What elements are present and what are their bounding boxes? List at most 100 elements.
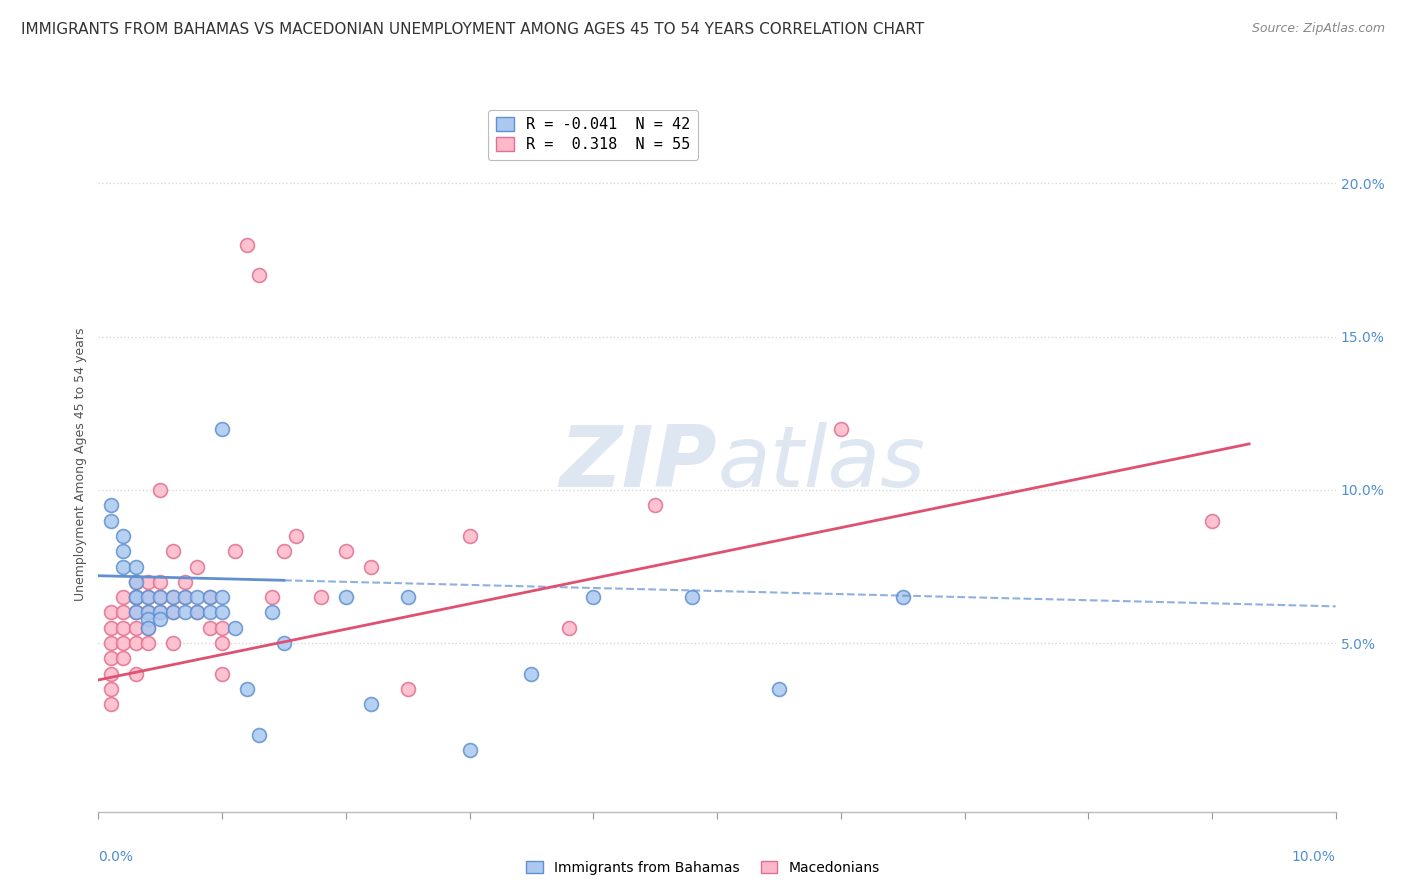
Point xyxy=(162,590,184,604)
Point xyxy=(174,590,197,604)
Point xyxy=(335,544,357,558)
Point xyxy=(1201,514,1223,528)
Point xyxy=(100,514,122,528)
Text: Source: ZipAtlas.com: Source: ZipAtlas.com xyxy=(1251,22,1385,36)
Point xyxy=(174,590,197,604)
Point xyxy=(100,682,122,697)
Point xyxy=(174,606,197,620)
Point xyxy=(124,574,146,589)
Point xyxy=(162,606,184,620)
Point xyxy=(273,636,295,650)
Point xyxy=(100,606,122,620)
Point xyxy=(112,621,135,635)
Point xyxy=(136,612,159,626)
Point xyxy=(186,606,208,620)
Point xyxy=(100,651,122,665)
Point xyxy=(681,590,703,604)
Point xyxy=(149,606,172,620)
Point xyxy=(211,666,233,681)
Point xyxy=(186,606,208,620)
Point xyxy=(211,636,233,650)
Point xyxy=(136,590,159,604)
Point xyxy=(136,636,159,650)
Point xyxy=(396,682,419,697)
Point xyxy=(100,636,122,650)
Point xyxy=(247,728,270,742)
Point xyxy=(100,666,122,681)
Point xyxy=(149,606,172,620)
Point xyxy=(149,574,172,589)
Point xyxy=(124,606,146,620)
Text: ZIP: ZIP xyxy=(560,422,717,506)
Point xyxy=(124,559,146,574)
Point xyxy=(136,606,159,620)
Point xyxy=(112,636,135,650)
Point xyxy=(360,559,382,574)
Point xyxy=(360,698,382,712)
Point xyxy=(162,606,184,620)
Point xyxy=(520,666,543,681)
Point xyxy=(768,682,790,697)
Point xyxy=(162,590,184,604)
Y-axis label: Unemployment Among Ages 45 to 54 years: Unemployment Among Ages 45 to 54 years xyxy=(75,327,87,600)
Point xyxy=(396,590,419,604)
Point xyxy=(335,590,357,604)
Point xyxy=(124,636,146,650)
Point xyxy=(124,606,146,620)
Point xyxy=(112,590,135,604)
Point xyxy=(186,590,208,604)
Legend: Immigrants from Bahamas, Macedonians: Immigrants from Bahamas, Macedonians xyxy=(520,855,886,880)
Point xyxy=(124,666,146,681)
Point xyxy=(273,544,295,558)
Point xyxy=(124,590,146,604)
Point xyxy=(136,621,159,635)
Point xyxy=(136,606,159,620)
Point xyxy=(224,544,246,558)
Point xyxy=(198,590,221,604)
Legend: R = -0.041  N = 42, R =  0.318  N = 55: R = -0.041 N = 42, R = 0.318 N = 55 xyxy=(488,110,699,160)
Point xyxy=(162,636,184,650)
Text: atlas: atlas xyxy=(717,422,925,506)
Point xyxy=(557,621,579,635)
Point xyxy=(112,606,135,620)
Point xyxy=(162,544,184,558)
Point xyxy=(112,529,135,543)
Point xyxy=(124,590,146,604)
Point xyxy=(112,559,135,574)
Point xyxy=(309,590,332,604)
Point xyxy=(644,498,666,512)
Text: 10.0%: 10.0% xyxy=(1292,850,1336,864)
Point xyxy=(124,574,146,589)
Point xyxy=(174,574,197,589)
Point xyxy=(891,590,914,604)
Point xyxy=(236,682,259,697)
Point xyxy=(100,498,122,512)
Text: IMMIGRANTS FROM BAHAMAS VS MACEDONIAN UNEMPLOYMENT AMONG AGES 45 TO 54 YEARS COR: IMMIGRANTS FROM BAHAMAS VS MACEDONIAN UN… xyxy=(21,22,924,37)
Point xyxy=(124,590,146,604)
Text: 0.0%: 0.0% xyxy=(98,850,134,864)
Point xyxy=(260,606,283,620)
Point xyxy=(149,483,172,497)
Point xyxy=(112,651,135,665)
Point xyxy=(136,621,159,635)
Point xyxy=(236,237,259,252)
Point xyxy=(136,590,159,604)
Point xyxy=(149,590,172,604)
Point xyxy=(112,544,135,558)
Point xyxy=(100,698,122,712)
Point xyxy=(136,574,159,589)
Point xyxy=(260,590,283,604)
Point xyxy=(211,421,233,435)
Point xyxy=(211,590,233,604)
Point xyxy=(149,590,172,604)
Point xyxy=(458,743,481,757)
Point xyxy=(830,421,852,435)
Point xyxy=(247,268,270,283)
Point xyxy=(458,529,481,543)
Point xyxy=(211,621,233,635)
Point xyxy=(198,606,221,620)
Point xyxy=(198,590,221,604)
Point xyxy=(224,621,246,635)
Point xyxy=(149,612,172,626)
Point xyxy=(285,529,308,543)
